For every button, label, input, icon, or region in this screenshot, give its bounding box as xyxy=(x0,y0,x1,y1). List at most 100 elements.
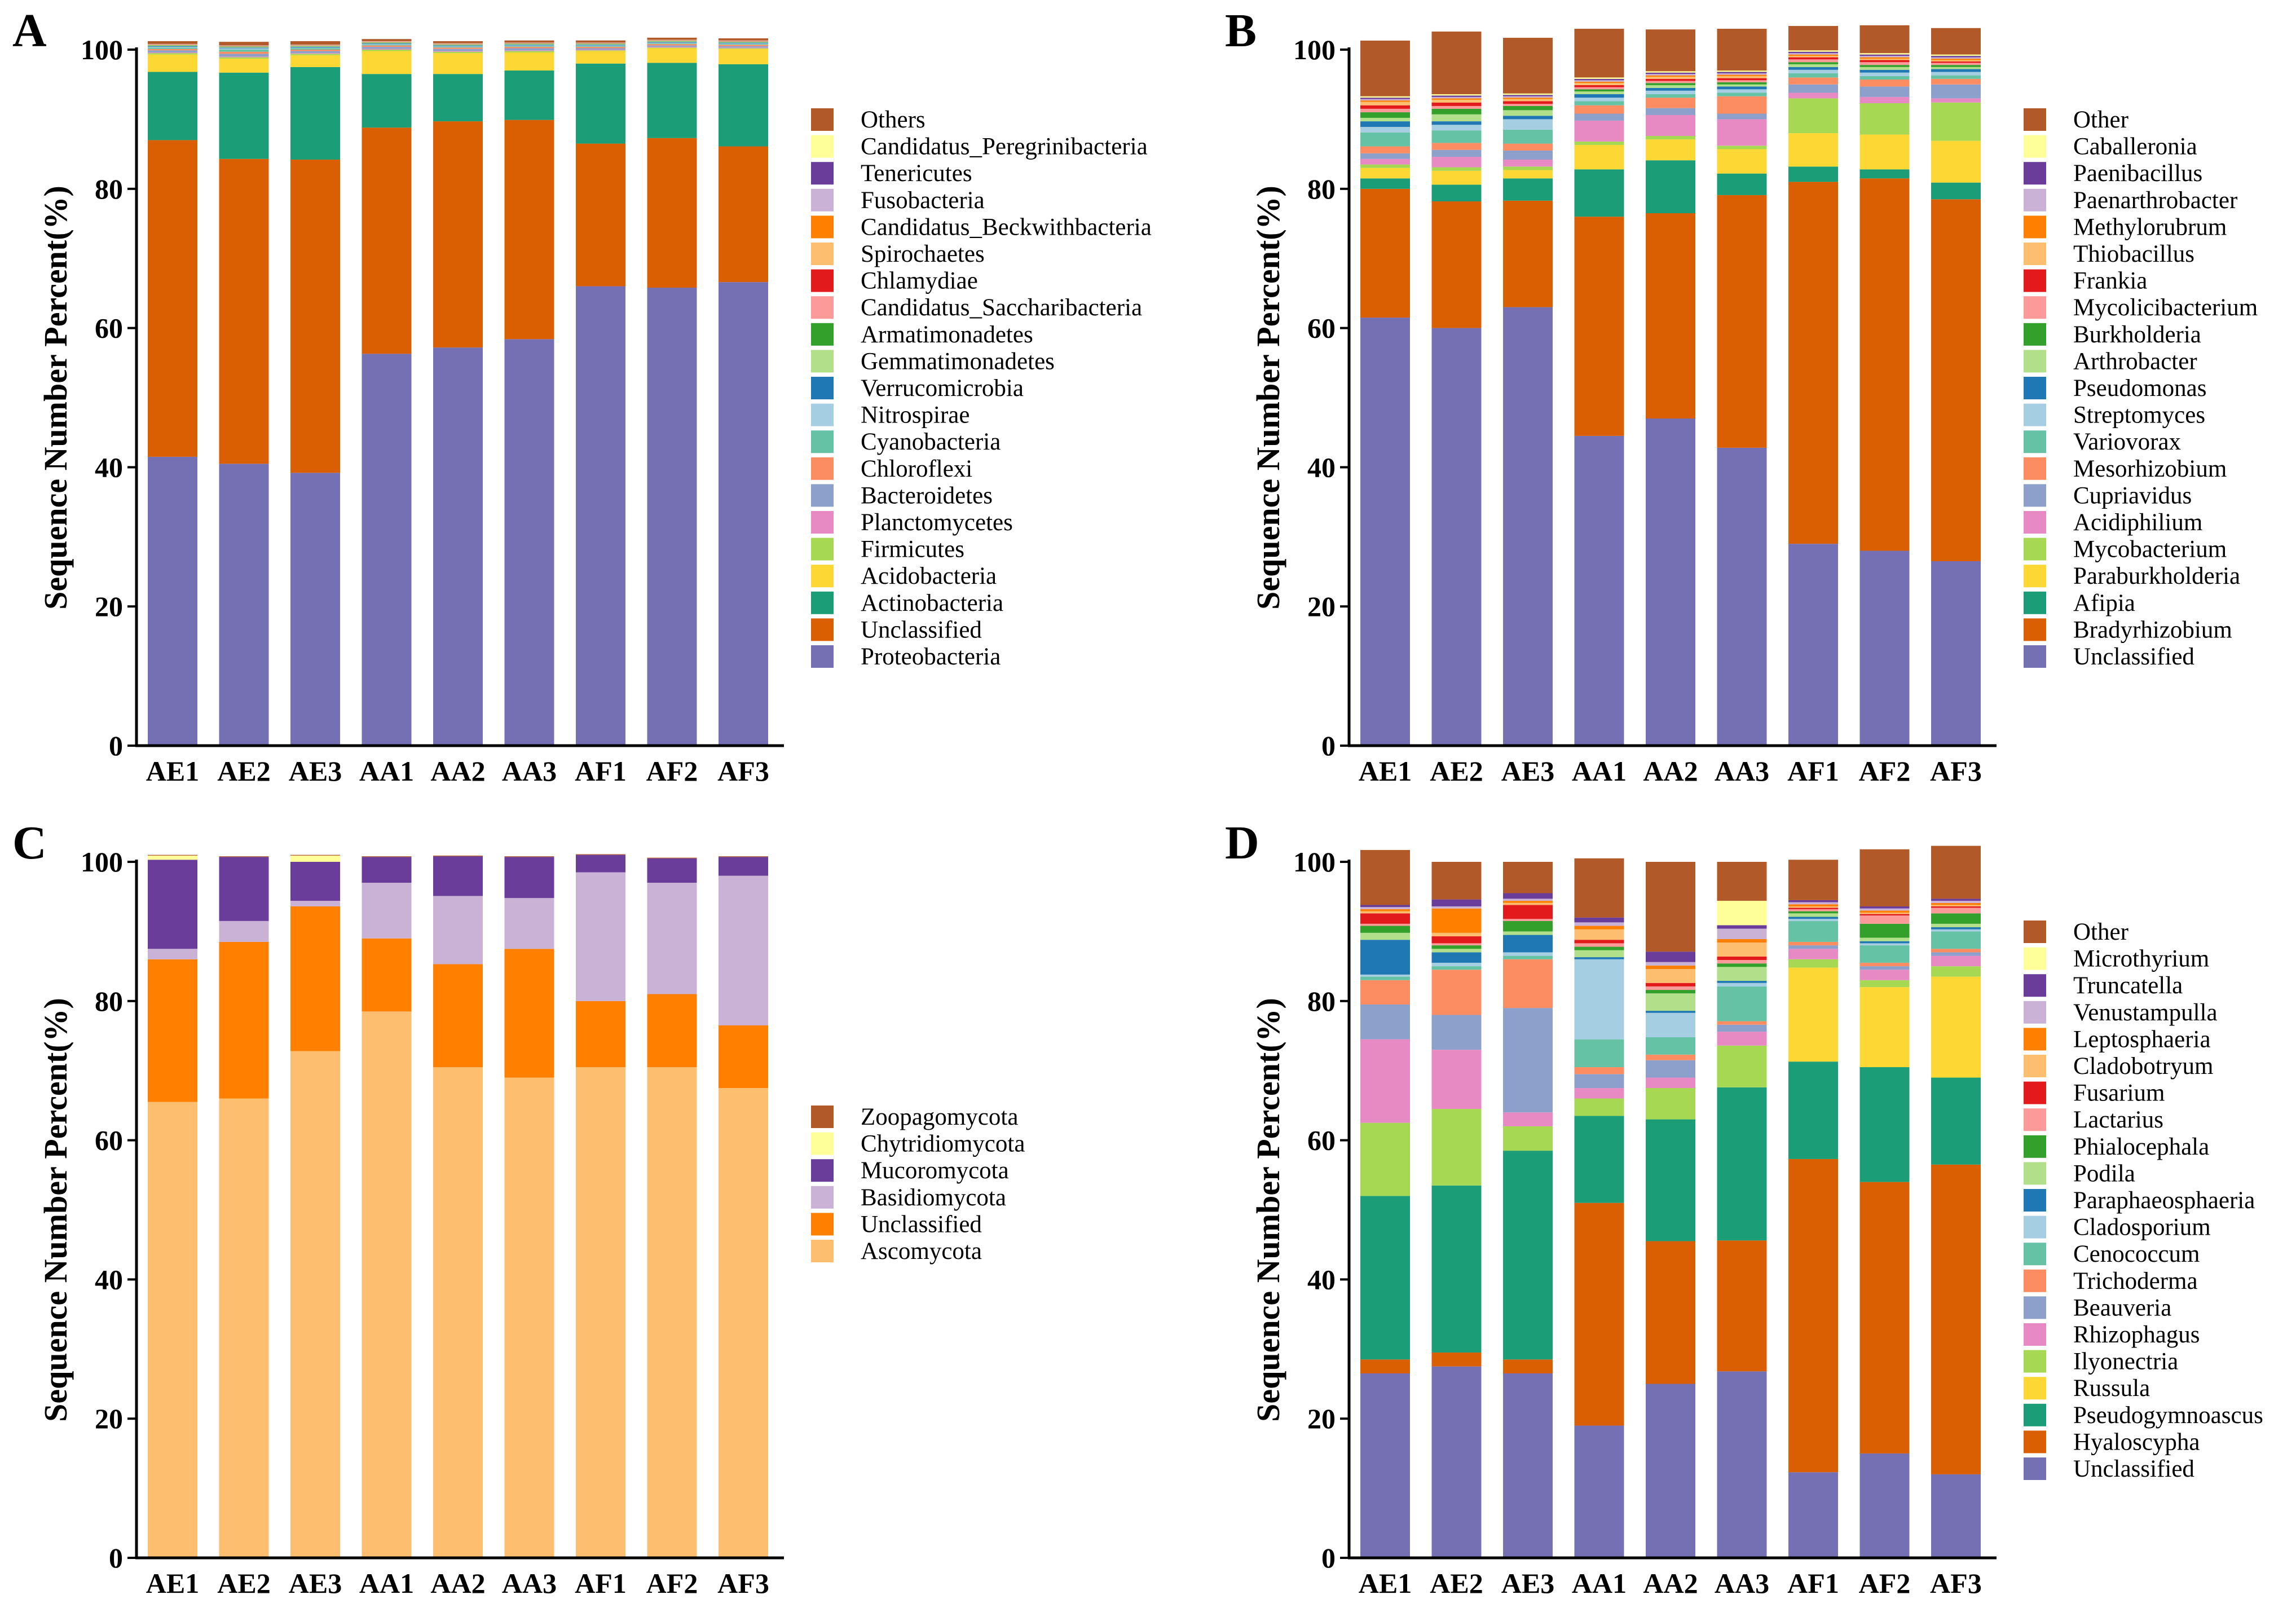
legend-label: Podila xyxy=(2073,1160,2135,1187)
legend-item: Mycolicibacterium xyxy=(2024,294,2258,321)
legend-item: Unclassified xyxy=(2024,1456,2194,1482)
x-tick-label: AF1 xyxy=(1787,1567,1839,1599)
bar-segment xyxy=(1717,113,1767,120)
bar-segment xyxy=(1431,970,1482,1015)
bar-segment xyxy=(1503,959,1553,1008)
bar-segment xyxy=(1574,87,1624,90)
legend-item: Fusobacteria xyxy=(811,187,985,214)
bar-segment xyxy=(504,50,554,51)
legend-swatch xyxy=(2024,1001,2046,1024)
bar-segment xyxy=(362,50,412,51)
legend-item: Beauveria xyxy=(2024,1294,2171,1321)
bar-segment xyxy=(1574,85,1624,87)
legend: OtherMicrothyriumTruncatellaVenustampull… xyxy=(2024,919,2263,1482)
legend-swatch xyxy=(2024,377,2046,399)
legend-label: Bradyrhizobium xyxy=(2073,616,2232,643)
bar-segment xyxy=(362,51,412,74)
bar-segment xyxy=(1859,966,1910,970)
bar-segment xyxy=(1574,89,1624,92)
legend-swatch xyxy=(2024,1350,2046,1373)
bar-segment xyxy=(1859,915,1910,924)
bar-segment xyxy=(1931,140,1981,183)
bar-segment xyxy=(1717,89,1767,93)
bar-segment xyxy=(1788,1159,1838,1473)
bar-segment xyxy=(362,42,412,43)
legend-label: Basidiomycota xyxy=(861,1184,1006,1211)
bar-segment xyxy=(1717,73,1767,75)
bar-segment xyxy=(1646,114,1695,136)
bar-segment xyxy=(1646,94,1695,98)
bar-segment xyxy=(1859,941,1910,944)
legend-item: Acidiphilium xyxy=(2024,509,2202,536)
bar-segment xyxy=(1646,1060,1695,1078)
bar-segment xyxy=(219,57,269,59)
legend-item: Chlamydiae xyxy=(811,268,978,294)
legend-swatch xyxy=(2024,484,2046,507)
legend-swatch xyxy=(811,350,834,373)
bar-segment xyxy=(647,41,697,42)
legend-item: Unclassified xyxy=(2024,644,2194,670)
bar-segment xyxy=(1574,105,1624,114)
legend-label: Venustampulla xyxy=(2073,999,2218,1026)
bar-segment xyxy=(290,862,340,901)
bar-segment xyxy=(1360,121,1410,127)
bar-segment xyxy=(1646,952,1695,962)
bar-segment xyxy=(1431,114,1482,122)
y-tick-label: 100 xyxy=(81,846,123,878)
legend-item: Microthyrium xyxy=(2024,946,2209,972)
legend-item: Bacteroidetes xyxy=(811,482,993,509)
bar-segment xyxy=(148,52,197,54)
bar-segment xyxy=(504,48,554,51)
legend-swatch xyxy=(2024,511,2046,534)
bar-segment xyxy=(1431,908,1482,933)
bar-segment xyxy=(290,855,340,862)
bar-segment xyxy=(1360,1004,1410,1040)
y-tick-label: 0 xyxy=(109,1542,123,1574)
bar-segment xyxy=(1717,76,1767,78)
bar-segment xyxy=(1717,86,1767,90)
bar-segment xyxy=(1717,447,1767,746)
bar-segment xyxy=(1360,976,1410,980)
x-tick-label: AE1 xyxy=(1359,755,1412,787)
bar-segment xyxy=(1859,980,1910,988)
bar-segment xyxy=(1360,168,1410,179)
bar-segment xyxy=(576,854,625,855)
legend-label: Pseudogymnoascus xyxy=(2073,1402,2263,1429)
x-tick-label: AF2 xyxy=(1859,1567,1911,1599)
bar-segment xyxy=(1431,949,1482,953)
legend-item: Methylorubrum xyxy=(2024,214,2227,240)
bar-segment xyxy=(290,1051,340,1558)
bar-segment xyxy=(219,158,269,464)
legend-label: Others xyxy=(861,107,926,133)
legend-swatch xyxy=(811,162,834,185)
bar-segment xyxy=(1431,943,1482,946)
x-tick-label: AE3 xyxy=(1501,1567,1554,1599)
legend-item: Paenibacillus xyxy=(2024,160,2202,187)
bar-segment xyxy=(1717,71,1767,72)
bar-segment xyxy=(1717,1021,1767,1025)
bar-segment xyxy=(1931,102,1981,141)
bar-segment xyxy=(219,47,269,49)
bar-segment xyxy=(1431,95,1482,97)
bar-segment xyxy=(1646,419,1695,746)
bar-segment xyxy=(1574,922,1624,926)
legend-item: Bradyrhizobium xyxy=(2024,616,2232,643)
legend-swatch xyxy=(2024,618,2046,641)
bar-segment xyxy=(576,46,625,47)
bar-segment xyxy=(1574,943,1624,947)
bar-segment xyxy=(576,43,625,45)
bar-segment xyxy=(1431,906,1482,909)
bar-segment xyxy=(1859,937,1910,941)
legend-swatch xyxy=(2024,1430,2046,1454)
bar-segment xyxy=(504,856,554,857)
x-tick-label: AA3 xyxy=(1715,1567,1769,1599)
bar-segment xyxy=(1859,76,1910,80)
bar-segment xyxy=(1931,65,1981,67)
legend-swatch xyxy=(2024,645,2046,668)
bars xyxy=(1360,25,1981,746)
bar-segment xyxy=(1859,1067,1910,1182)
bar-segment xyxy=(1360,1039,1410,1123)
legend-item: Basidiomycota xyxy=(811,1184,1006,1211)
bar-segment xyxy=(1717,1087,1767,1241)
bar-segment xyxy=(1788,77,1838,85)
